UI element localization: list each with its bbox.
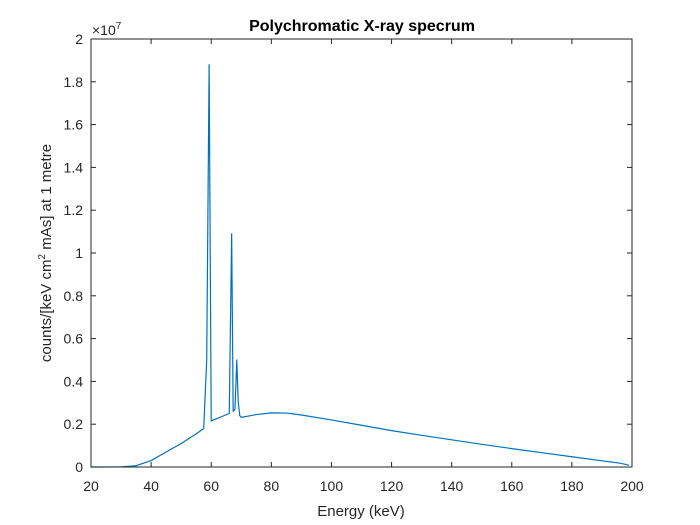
x-tick-label: 200 [620,478,644,494]
y-multiplier: ×107 [92,21,122,38]
y-tick-label: 1 [75,245,83,261]
x-tick-label: 20 [83,478,99,494]
x-tick-label: 40 [143,478,159,494]
y-tick-label: 0 [75,459,83,475]
y-axis-label-sup: 2 [37,254,48,260]
series-line [90,64,630,468]
y-tick-label: 2 [75,31,83,47]
x-tick-label: 120 [380,478,404,494]
x-tick-label: 80 [264,478,280,494]
chart-title: Polychromatic X-ray specrum [249,18,475,35]
y-tick-label: 1.6 [64,117,84,133]
x-tick-label: 100 [320,478,344,494]
y-axis-label: counts/[keV cm2 mAs] at 1 metre [37,144,55,362]
y-ticks: 0 0.2 0.4 0.6 0.8 1 1.2 1.4 1.6 1.8 2 [64,31,632,475]
y-axis-label-part2: mAs] at 1 metre [38,144,55,254]
x-ticks: 20 40 60 80 100 120 140 160 180 200 [83,39,644,494]
y-tick-label: 0.4 [64,373,84,389]
x-tick-label: 60 [203,478,219,494]
y-tick-label: 0.8 [64,288,84,304]
y-tick-label: 1.2 [64,202,84,218]
y-tick-label: 0.2 [64,416,84,432]
y-tick-label: 1.4 [64,159,84,175]
y-multiplier-base: ×10 [92,22,116,38]
x-tick-label: 180 [560,478,584,494]
x-tick-label: 140 [440,478,464,494]
y-tick-label: 0.6 [64,331,84,347]
axes-box [90,38,633,468]
x-tick-label: 160 [500,478,524,494]
x-axis-label: Energy (keV) [317,503,405,520]
plot-area [91,39,632,467]
y-axis-label-part1: counts/[keV cm [38,260,55,363]
y-tick-label: 1.8 [64,74,84,90]
y-multiplier-exponent: 7 [116,21,122,32]
